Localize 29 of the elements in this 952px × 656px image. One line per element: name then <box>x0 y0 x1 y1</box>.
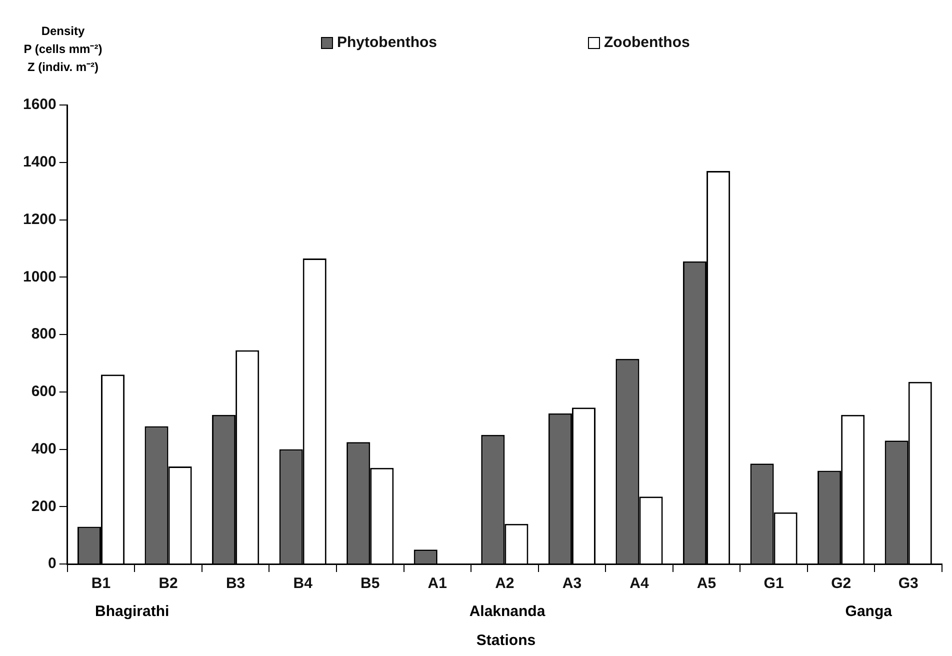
y-tick-label: 1400 <box>22 154 56 171</box>
x-tick-label: B4 <box>293 575 314 592</box>
x-tick-label: B2 <box>158 575 178 592</box>
legend-label: Phytobenthos <box>337 34 437 51</box>
x-tick-label: B1 <box>91 575 111 592</box>
x-tick-label: A4 <box>630 575 650 592</box>
text: Ganga <box>845 603 892 620</box>
y-tick-label: 1200 <box>22 210 56 228</box>
y-tick-label: 600 <box>31 383 56 400</box>
y-tick-label: 1600 <box>22 96 56 114</box>
y-tick-label: 1000 <box>22 268 56 286</box>
x-tick-label: B5 <box>360 575 380 592</box>
legend-label: Zoobenthos <box>604 34 690 51</box>
y-tick-label: 400 <box>31 440 56 458</box>
x-tick-label: G1 <box>764 575 784 592</box>
x-tick-label: A3 <box>562 575 582 592</box>
x-tick-label: G3 <box>898 575 918 592</box>
x-tick-label: A1 <box>428 575 447 592</box>
x-axis-title: Stations <box>475 632 537 649</box>
x-tick-label: A5 <box>696 575 716 592</box>
text: Bhagirathi <box>95 603 170 620</box>
y-tick-label: 0 <box>48 555 56 572</box>
y-tick-label: 200 <box>31 498 56 515</box>
x-tick-label: B3 <box>226 575 246 592</box>
x-tick-label: G2 <box>831 575 852 592</box>
y-axis-title: Density P (cells mm⁻²) Z (indiv. m⁻²) <box>22 23 104 76</box>
y-tick-label: 800 <box>31 326 56 343</box>
x-tick-label: A2 <box>495 575 514 592</box>
text: Alaknanda <box>469 603 546 620</box>
